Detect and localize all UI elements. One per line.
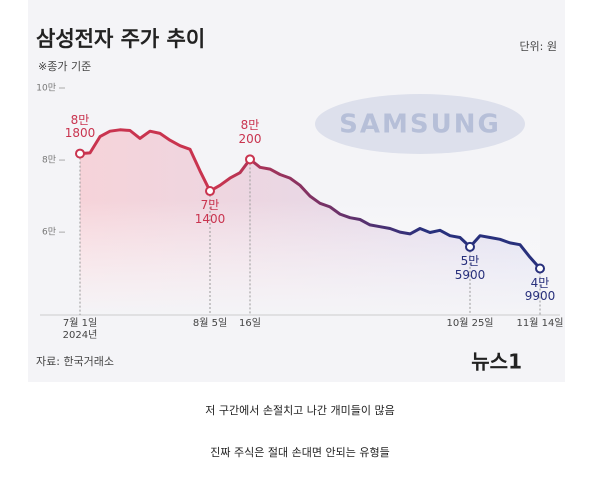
value-label: 8만 200 (238, 118, 262, 147)
y-tick-label: 10만 (36, 83, 56, 94)
point-marker (245, 154, 255, 165)
y-tick-label: 6만 (42, 227, 56, 238)
brand-logo: SAMSUNG (339, 110, 501, 140)
caption: 진짜 주식은 절대 손대면 안되는 유형들 (210, 446, 389, 459)
value-label: 7만 1400 (194, 198, 226, 226)
brand-ellipse (315, 94, 525, 154)
x-tick-label: 10월 25일 (446, 318, 494, 329)
subtitle: ※종가 기준 (38, 60, 91, 73)
x-tick-label: 16일 (239, 318, 261, 329)
source: 자료: 한국거래소 (36, 355, 114, 368)
value-label: 8만 1800 (64, 112, 96, 141)
point-marker (75, 148, 85, 159)
point-marker (205, 186, 215, 197)
x-tick-label: 11월 14일 (516, 318, 564, 329)
unit: 단위: 원 (519, 40, 557, 53)
x-tick-label: 7월 1일 2024년 (62, 318, 98, 341)
x-tick-label: 8월 5일 (192, 318, 228, 329)
caption: 저 구간에서 손절치고 나간 개미들이 많음 (205, 404, 395, 417)
area-fade (80, 200, 540, 315)
value-label: 4만 9900 (524, 275, 556, 304)
point-marker (535, 263, 545, 274)
chart-title: 삼성전자 주가 추이 (36, 27, 205, 51)
point-marker (465, 241, 475, 252)
value-label: 5만 5900 (454, 253, 486, 282)
y-tick-label: 8만 (42, 155, 56, 166)
logo: 뉴스1 (471, 350, 522, 374)
price-line (79, 128, 542, 270)
